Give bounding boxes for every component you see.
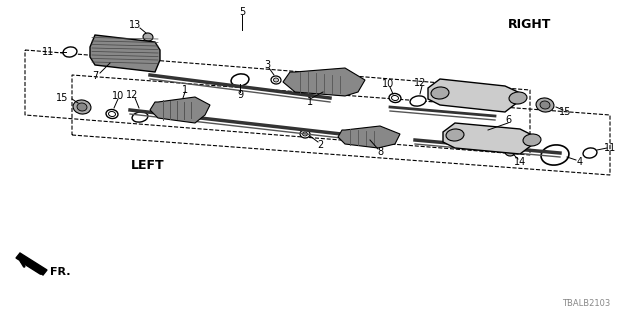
Ellipse shape [392, 95, 399, 100]
Ellipse shape [143, 33, 153, 41]
Ellipse shape [273, 78, 278, 82]
Ellipse shape [109, 111, 115, 116]
Text: 12: 12 [126, 90, 138, 100]
Ellipse shape [106, 109, 118, 118]
Text: 15: 15 [559, 107, 571, 117]
Text: TBALB2103: TBALB2103 [562, 299, 610, 308]
Ellipse shape [536, 98, 554, 112]
Ellipse shape [541, 145, 569, 165]
Text: 2: 2 [317, 140, 323, 150]
Ellipse shape [300, 130, 310, 138]
Text: 13: 13 [129, 20, 141, 30]
Ellipse shape [446, 129, 464, 141]
Ellipse shape [303, 132, 307, 136]
Ellipse shape [410, 96, 426, 106]
Ellipse shape [505, 148, 515, 156]
Text: 4: 4 [577, 157, 583, 167]
Text: 11: 11 [42, 47, 54, 57]
Polygon shape [150, 97, 210, 123]
Text: 7: 7 [92, 71, 98, 81]
Polygon shape [16, 253, 47, 275]
Text: LEFT: LEFT [131, 158, 165, 172]
Text: 14: 14 [514, 157, 526, 167]
Ellipse shape [73, 100, 91, 114]
Ellipse shape [63, 47, 77, 57]
Text: 12: 12 [414, 78, 426, 88]
Text: 6: 6 [505, 115, 511, 125]
Text: 11: 11 [604, 143, 616, 153]
Polygon shape [443, 123, 532, 154]
Polygon shape [428, 79, 518, 112]
Text: 8: 8 [377, 147, 383, 157]
Text: 1: 1 [307, 97, 313, 107]
Ellipse shape [77, 103, 87, 111]
Ellipse shape [540, 101, 550, 109]
Ellipse shape [271, 76, 281, 84]
Text: FR.: FR. [50, 267, 70, 277]
Text: 1: 1 [182, 85, 188, 95]
Polygon shape [283, 68, 365, 96]
Text: 15: 15 [56, 93, 68, 103]
Ellipse shape [431, 87, 449, 99]
Ellipse shape [231, 74, 249, 86]
Text: 9: 9 [237, 90, 243, 100]
Text: 10: 10 [112, 91, 124, 101]
Polygon shape [90, 35, 160, 72]
Ellipse shape [523, 134, 541, 146]
Ellipse shape [132, 112, 148, 122]
Text: 10: 10 [382, 79, 394, 89]
Text: 5: 5 [239, 7, 245, 17]
Ellipse shape [583, 148, 597, 158]
Text: 3: 3 [264, 60, 270, 70]
Ellipse shape [389, 93, 401, 102]
Polygon shape [338, 126, 400, 148]
Ellipse shape [509, 92, 527, 104]
Text: RIGHT: RIGHT [508, 18, 552, 30]
